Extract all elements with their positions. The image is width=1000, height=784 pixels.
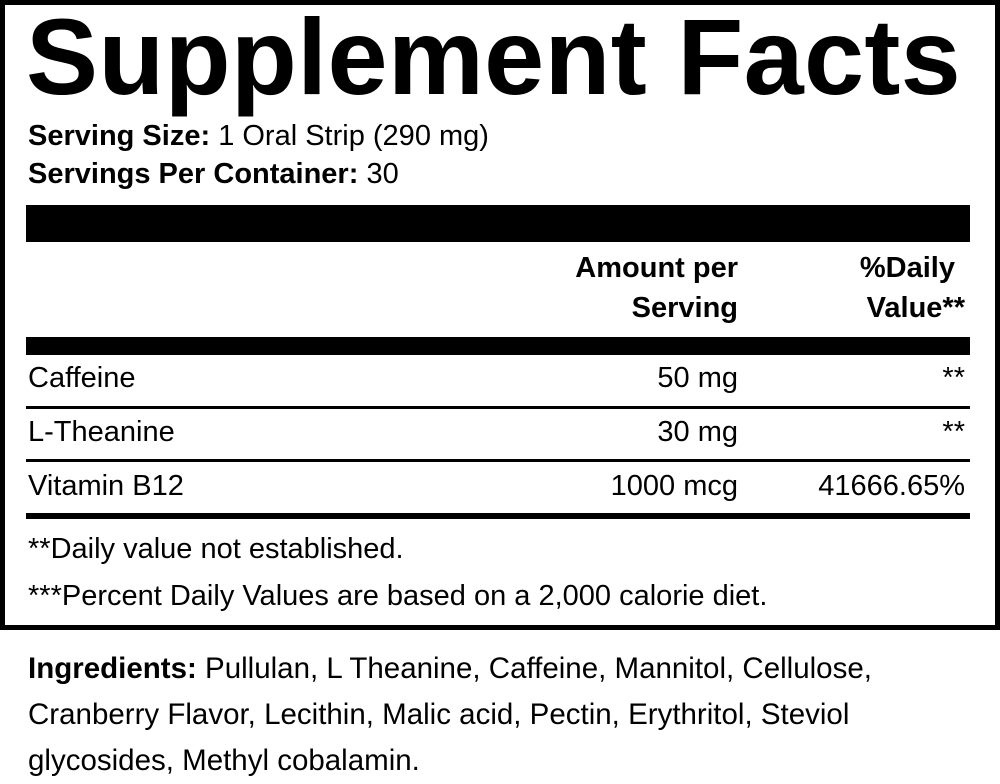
panel-title: Supplement Facts — [26, 0, 961, 117]
thick-row-divider — [26, 513, 970, 519]
footnote: **Daily value not established. — [28, 533, 404, 565]
thick-divider — [26, 205, 970, 242]
row-divider — [26, 459, 970, 462]
daily-value-header: %Daily Value** — [859, 252, 965, 324]
servings-per-container: Servings Per Container: 30 — [28, 158, 399, 190]
row-divider — [26, 406, 970, 409]
supplement-facts-panel — [0, 0, 1000, 630]
ingredients: Ingredients: Pullulan, L Theanine, Caffe… — [28, 652, 872, 777]
serving-size: Serving Size: 1 Oral Strip (290 mg) — [28, 120, 489, 152]
medium-divider — [26, 337, 970, 355]
amount-per-serving-header: Amount per Serving — [575, 252, 738, 324]
footnote: ***Percent Daily Values are based on a 2… — [28, 580, 768, 612]
